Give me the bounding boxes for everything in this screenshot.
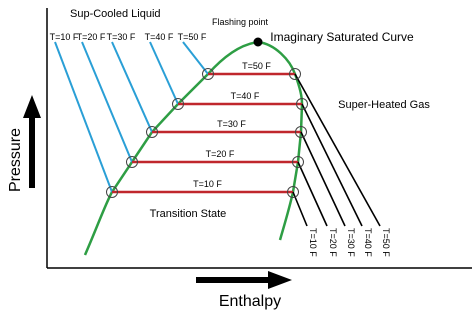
liquid-line-label: T=50 F	[178, 32, 207, 42]
point-marker	[202, 68, 214, 80]
point-marker	[295, 126, 307, 138]
liquid-line-label: T=20 F	[77, 32, 106, 42]
saturation-line-label: T=10 F	[193, 179, 222, 189]
gas-line	[292, 191, 308, 227]
liquid-line	[54, 41, 113, 193]
flashing-label: Flashing point	[212, 17, 269, 27]
saturation-line-label: T=30 F	[217, 119, 246, 129]
flashing-point	[253, 37, 263, 47]
liquid-line	[182, 41, 209, 75]
liquid-label: Sup-Cooled Liquid	[70, 8, 161, 20]
gas-line-label: T=40 F	[363, 228, 373, 257]
point-marker	[296, 98, 308, 110]
point-marker	[292, 156, 304, 168]
liquid-line	[149, 41, 179, 105]
gas-label: Super-Heated Gas	[338, 99, 430, 111]
gas-line-label: T=50 F	[381, 228, 391, 257]
point-marker	[106, 186, 118, 198]
enthalpy-arrow	[196, 271, 292, 289]
curve-label: Imaginary Saturated Curve	[270, 30, 414, 44]
gas-line-label: T=20 F	[328, 228, 338, 257]
point-marker	[287, 186, 299, 198]
saturation-line-label: T=20 F	[206, 149, 235, 159]
gas-line	[297, 161, 328, 227]
saturation-line-label: T=40 F	[231, 91, 260, 101]
liquid-line	[81, 41, 133, 163]
gas-line	[301, 103, 363, 227]
y-axis-label: Pressure	[7, 128, 24, 192]
point-marker	[146, 126, 158, 138]
gas-line	[294, 73, 381, 227]
gas-line-label: T=10 F	[308, 228, 318, 257]
x-axis-label: Enthalpy	[219, 293, 281, 310]
liquid-line-label: T=10 F	[50, 32, 79, 42]
point-marker	[289, 68, 301, 80]
liquid-line-label: T=40 F	[145, 32, 174, 42]
point-marker	[172, 98, 184, 110]
transition-label: Transition State	[150, 208, 227, 220]
saturation-line-label: T=50 F	[242, 61, 271, 71]
point-marker	[126, 156, 138, 168]
pressure-arrow	[23, 95, 41, 188]
liquid-line-label: T=30 F	[107, 32, 136, 42]
gas-line-label: T=30 F	[346, 228, 356, 257]
liquid-line	[111, 41, 153, 133]
gas-line	[300, 131, 346, 227]
